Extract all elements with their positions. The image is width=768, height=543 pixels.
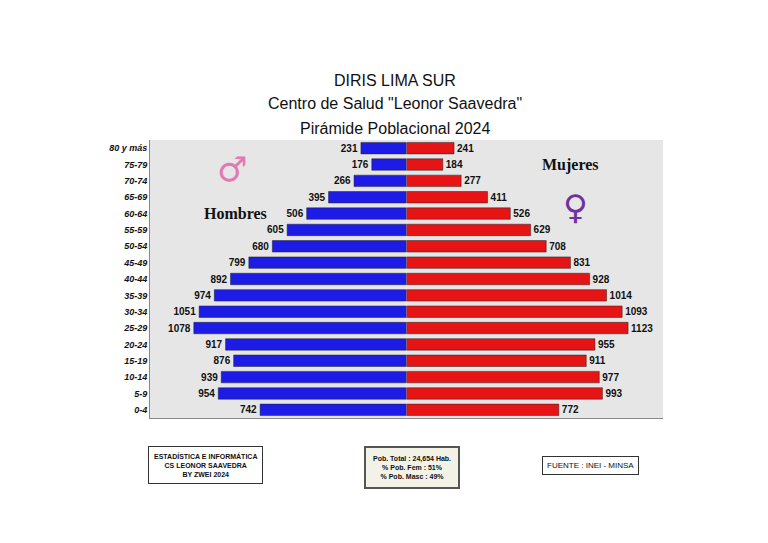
svg-text:526: 526 [513,208,530,219]
svg-text:506: 506 [287,208,304,219]
svg-text:955: 955 [598,339,615,350]
svg-text:60-64: 60-64 [124,209,147,219]
svg-text:DIRIS LIMA SUR: DIRIS LIMA SUR [334,72,456,89]
svg-text:176: 176 [352,159,369,170]
svg-text:629: 629 [534,224,551,235]
svg-text:ESTADÍSTICA E INFORMÁTICACS LE: ESTADÍSTICA E INFORMÁTICACS LEONOR SAAVE… [154,452,257,478]
svg-text:939: 939 [201,372,218,383]
svg-text:55-59: 55-59 [124,225,147,235]
svg-text:892: 892 [210,274,227,285]
svg-text:30-34: 30-34 [124,307,147,317]
svg-text:395: 395 [308,192,325,203]
svg-text:1078: 1078 [168,323,191,334]
svg-text:♂: ♂ [217,149,247,189]
svg-text:831: 831 [573,257,590,268]
svg-text:266: 266 [334,175,351,186]
svg-text:40-44: 40-44 [123,274,147,284]
svg-text:772: 772 [562,404,579,415]
svg-text:911: 911 [589,355,606,366]
svg-text:954: 954 [198,388,215,399]
svg-text:75-79: 75-79 [124,160,147,170]
svg-text:5-9: 5-9 [134,389,147,399]
svg-text:15-19: 15-19 [124,356,147,366]
svg-text:25-29: 25-29 [123,323,147,333]
svg-text:65-69: 65-69 [124,192,147,202]
svg-text:80 y más: 80 y más [109,143,147,153]
svg-text:70-74: 70-74 [124,176,147,186]
svg-text:799: 799 [229,257,246,268]
svg-text:974: 974 [194,290,211,301]
svg-text:Mujeres: Mujeres [542,156,599,174]
svg-text:917: 917 [205,339,222,350]
svg-text:1014: 1014 [610,290,633,301]
svg-text:Hombres: Hombres [204,205,267,222]
svg-text:605: 605 [267,224,284,235]
svg-text:Pob. Total : 24,654 Hab.% Pob.: Pob. Total : 24,654 Hab.% Pob. Fem : 51%… [373,455,451,480]
svg-text:742: 742 [240,404,257,415]
svg-text:928: 928 [593,274,610,285]
svg-text:20-24: 20-24 [123,340,147,350]
svg-text:50-54: 50-54 [124,241,147,251]
svg-text:1123: 1123 [631,323,653,334]
svg-text:876: 876 [214,355,231,366]
svg-text:241: 241 [457,143,474,154]
svg-text:10-14: 10-14 [124,372,147,382]
svg-text:231: 231 [341,143,358,154]
svg-text:0-4: 0-4 [134,405,147,415]
svg-text:277: 277 [464,175,481,186]
svg-text:184: 184 [446,159,463,170]
svg-text:1051: 1051 [173,306,196,317]
svg-text:708: 708 [549,241,566,252]
svg-text:Centro de Salud "Leonor Saaved: Centro de Salud "Leonor Saavedra" [268,95,522,112]
svg-text:Pirámide Poblacional 2024: Pirámide Poblacional 2024 [300,120,490,137]
svg-text:411: 411 [491,192,508,203]
svg-text:977: 977 [602,372,619,383]
svg-text:680: 680 [252,241,269,252]
svg-text:FUENTE : INEI - MINSA: FUENTE : INEI - MINSA [547,461,634,470]
svg-text:993: 993 [605,388,622,399]
svg-text:♀: ♀ [563,187,588,227]
svg-text:35-39: 35-39 [124,291,147,301]
svg-text:1093: 1093 [625,306,648,317]
svg-text:45-49: 45-49 [123,258,147,268]
